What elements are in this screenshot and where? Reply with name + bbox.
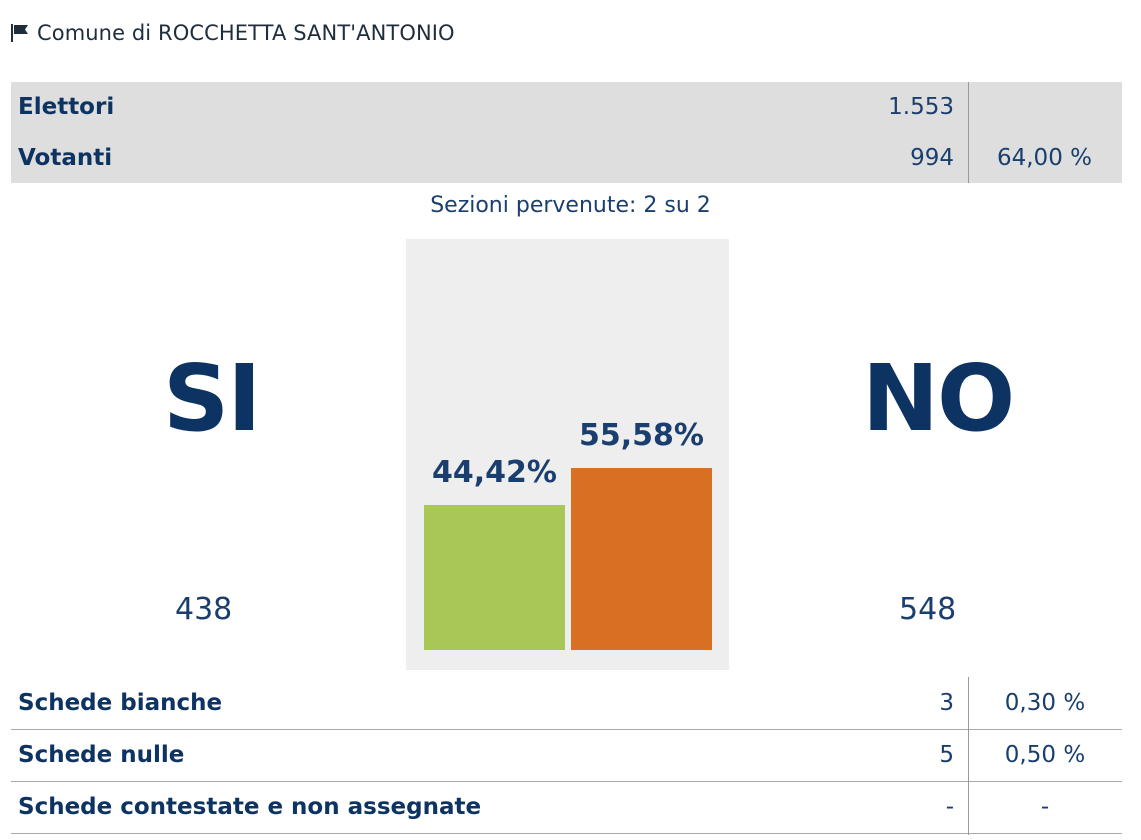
si-heading: SI bbox=[163, 345, 261, 452]
page-header: Comune di ROCCHETTA SANT'ANTONIO bbox=[9, 18, 455, 48]
no-bar bbox=[571, 468, 712, 650]
column-divider bbox=[968, 677, 969, 835]
contested-ballots-label: Schede contestate e non assegnate bbox=[18, 794, 482, 820]
voters-label: Votanti bbox=[18, 145, 113, 171]
blank-ballots-pct: 0,30 % bbox=[1004, 690, 1086, 716]
contested-ballots-pct: - bbox=[1040, 794, 1050, 820]
no-heading: NO bbox=[862, 345, 1015, 452]
no-pct-label: 55,58% bbox=[579, 418, 704, 453]
flag-icon bbox=[11, 24, 28, 42]
turnout-table: Elettori 1.553 Votanti 994 64,00 % bbox=[11, 82, 1122, 183]
column-divider bbox=[968, 82, 969, 183]
sections-reported: Sezioni pervenute: 2 su 2 bbox=[430, 193, 711, 218]
page-title: Comune di ROCCHETTA SANT'ANTONIO bbox=[37, 21, 455, 45]
contested-ballots-row: Schede contestate e non assegnate - - bbox=[11, 781, 1122, 834]
electors-label: Elettori bbox=[18, 94, 115, 120]
voters-pct: 64,00 % bbox=[996, 145, 1092, 171]
contested-ballots-value: - bbox=[945, 794, 954, 820]
null-ballots-label: Schede nulle bbox=[18, 742, 185, 768]
results-chart: 44,42% 55,58% bbox=[406, 239, 729, 670]
null-ballots-row: Schede nulle 5 0,50 % bbox=[11, 729, 1122, 782]
no-votes: 548 bbox=[899, 592, 957, 627]
si-votes: 438 bbox=[175, 592, 233, 627]
si-bar bbox=[424, 505, 565, 650]
null-ballots-pct: 0,50 % bbox=[1004, 742, 1086, 768]
voters-value: 994 bbox=[910, 145, 954, 171]
ballots-table: Schede bianche 3 0,30 % Schede nulle 5 0… bbox=[11, 677, 1122, 835]
null-ballots-value: 5 bbox=[939, 742, 954, 768]
si-pct-label: 44,42% bbox=[432, 455, 557, 490]
electors-row: Elettori 1.553 bbox=[11, 82, 1122, 132]
blank-ballots-label: Schede bianche bbox=[18, 690, 223, 716]
blank-ballots-value: 3 bbox=[939, 690, 954, 716]
voters-row: Votanti 994 64,00 % bbox=[11, 133, 1122, 183]
electors-value: 1.553 bbox=[888, 94, 954, 120]
blank-ballots-row: Schede bianche 3 0,30 % bbox=[11, 677, 1122, 730]
